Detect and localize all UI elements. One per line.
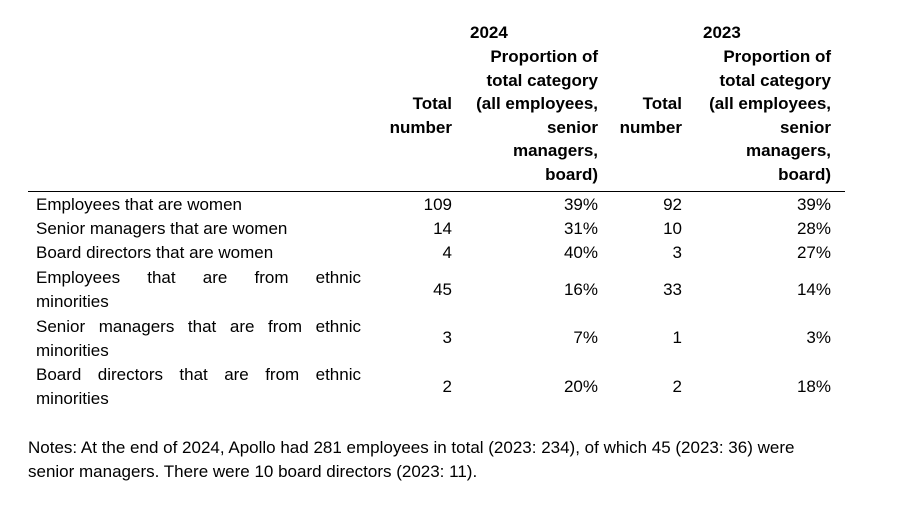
column-header-line: board) [778,164,831,184]
column-header-line: board) [545,164,598,184]
column-header-line: total category [486,70,598,90]
column-header-proportion-2023: Proportion of total category (all employ… [691,45,831,186]
column-header-line: number [619,117,682,137]
column-header-line: senior [546,117,598,137]
row-label-line: Board directors that are from ethnic [36,365,361,384]
column-header-line: Proportion of [723,47,831,66]
cell-proportion-2024: 40% [563,243,598,262]
cell-proportion-2024: 39% [563,195,598,214]
column-header-total-2024: Total number [372,92,452,139]
cell-total-2023: 3 [672,243,682,262]
cell-proportion-2024: 16% [563,280,598,299]
column-header-line: (all employees, [709,94,831,113]
cell-proportion-2023: 39% [796,195,831,214]
cell-total-2024: 2 [442,377,452,396]
notes-line: Notes: At the end of 2024, Apollo had 28… [28,438,795,457]
column-header-line: (all employees, [476,94,598,113]
cell-proportion-2023: 3% [806,328,831,347]
cell-proportion-2023: 27% [796,243,831,262]
row-label-line: minorities [36,292,109,311]
cell-total-2024: 14 [433,219,452,238]
row-label-line: Senior managers that are from ethnic [36,317,361,336]
cell-total-2023: 92 [663,195,682,214]
row-label: Employees that are women [36,195,242,214]
row-label-line: minorities [36,389,109,408]
column-header-line: total category [719,70,831,90]
column-header-line: Proportion of [490,47,598,66]
column-header-proportion-2024: Proportion of total category (all employ… [458,45,598,186]
column-header-line: managers, [512,141,598,160]
cell-proportion-2024: 7% [573,328,598,347]
cell-total-2024: 3 [442,328,452,347]
row-label-line: Employees that are from ethnic [36,268,361,287]
cell-proportion-2024: 31% [563,219,598,238]
cell-proportion-2023: 14% [796,280,831,299]
column-header-line: number [389,117,452,137]
row-label: Senior managers that are from ethnic min… [36,315,361,363]
column-header-line: Total [412,94,452,113]
cell-total-2023: 10 [663,219,682,238]
column-header-total-2023: Total number [602,92,682,139]
cell-total-2023: 1 [672,328,682,347]
year-header-2023: 2023 [703,23,741,42]
row-label-line: minorities [36,341,109,360]
row-label: Board directors that are women [36,243,274,262]
cell-total-2023: 33 [663,280,682,299]
column-header-line: managers, [745,141,831,160]
cell-proportion-2023: 28% [796,219,831,238]
cell-proportion-2024: 20% [563,377,598,396]
row-label: Employees that are from ethnic minoritie… [36,266,361,314]
year-header-2024: 2024 [470,23,508,42]
cell-proportion-2023: 18% [796,377,831,396]
table-notes: Notes: At the end of 2024, Apollo had 28… [28,436,794,484]
column-header-line: senior [779,117,831,137]
header-divider [28,191,845,192]
column-header-line: Total [642,94,682,113]
cell-total-2024: 109 [423,195,452,214]
cell-total-2023: 2 [672,377,682,396]
cell-total-2024: 4 [442,243,452,262]
row-label: Board directors that are from ethnic min… [36,363,361,411]
cell-total-2024: 45 [433,280,452,299]
row-label: Senior managers that are women [36,219,288,238]
notes-line: senior managers. There were 10 board dir… [28,462,478,481]
